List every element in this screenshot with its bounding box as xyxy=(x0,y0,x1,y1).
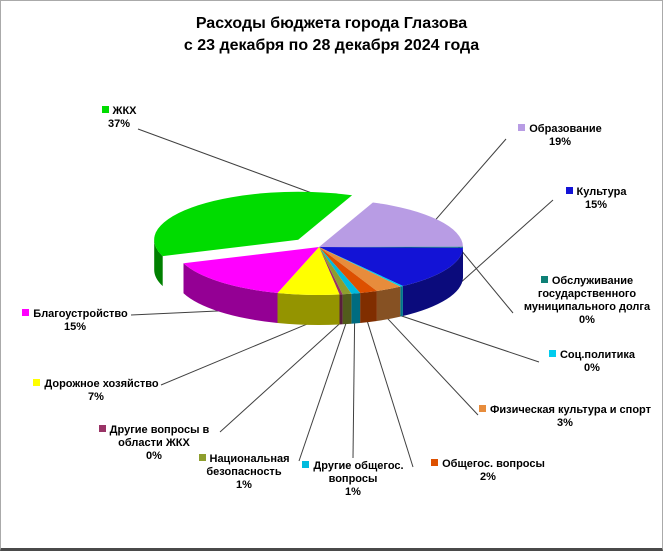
legend-percent: 3% xyxy=(479,417,651,430)
pie-slice-side xyxy=(343,294,352,325)
legend-label-text: Соц.политика xyxy=(560,349,635,361)
pie-slice xyxy=(319,203,463,248)
legend-label: Обслуживание государственного муниципаль… xyxy=(513,275,661,327)
legend-percent: 37% xyxy=(87,118,151,131)
legend-label-text: Культура xyxy=(577,186,627,198)
legend-percent: 0% xyxy=(539,362,645,375)
pie-slice-side xyxy=(360,291,377,323)
legend-label-text: ЖКХ xyxy=(113,105,137,117)
legend-marker-icon xyxy=(431,459,438,466)
legend-marker-icon xyxy=(99,425,106,432)
legend-percent: 19% xyxy=(504,136,616,149)
leader-line xyxy=(387,318,478,415)
leader-line xyxy=(299,323,346,461)
legend-percent: 0% xyxy=(83,450,225,463)
legend-percent: 1% xyxy=(183,479,305,492)
leader-line xyxy=(220,323,340,432)
leader-line xyxy=(138,129,313,194)
legend-marker-icon xyxy=(549,350,556,357)
pie-slice-side xyxy=(278,293,340,325)
legend-percent: 7% xyxy=(25,391,167,404)
pie-slice-side xyxy=(351,293,360,324)
legend-label-text: Образование xyxy=(529,123,602,135)
legend-marker-icon xyxy=(479,405,486,412)
leader-line xyxy=(161,323,309,385)
legend-percent: 15% xyxy=(13,321,137,334)
legend-percent: 2% xyxy=(413,471,563,484)
legend-label-text: Благоустройство xyxy=(33,308,127,320)
pie-slice-side xyxy=(400,286,403,317)
legend-marker-icon xyxy=(22,309,29,316)
leader-line xyxy=(353,322,355,458)
legend-label-text: Другие вопросы в области ЖКХ xyxy=(110,424,210,449)
legend-marker-icon xyxy=(566,187,573,194)
legend-label-text: Общегос. вопросы xyxy=(442,458,545,470)
legend-marker-icon xyxy=(518,124,525,131)
pie-slice-side xyxy=(340,294,343,324)
legend-label-text: Физическая культура и спорт xyxy=(490,404,651,416)
legend-percent: 0% xyxy=(513,314,661,327)
legend-marker-icon xyxy=(102,106,109,113)
leader-line xyxy=(459,247,513,313)
legend-marker-icon xyxy=(541,276,548,283)
legend-percent: 1% xyxy=(291,486,415,499)
legend-percent: 15% xyxy=(553,199,639,212)
legend-label-text: Дорожное хозяйство xyxy=(44,378,158,390)
leader-line xyxy=(435,139,506,221)
pie-slice-side xyxy=(377,287,400,321)
leader-line xyxy=(367,321,413,467)
legend-marker-icon xyxy=(33,379,40,386)
leader-line xyxy=(131,311,223,315)
legend-label-text: Другие общегос. вопросы xyxy=(313,460,403,485)
